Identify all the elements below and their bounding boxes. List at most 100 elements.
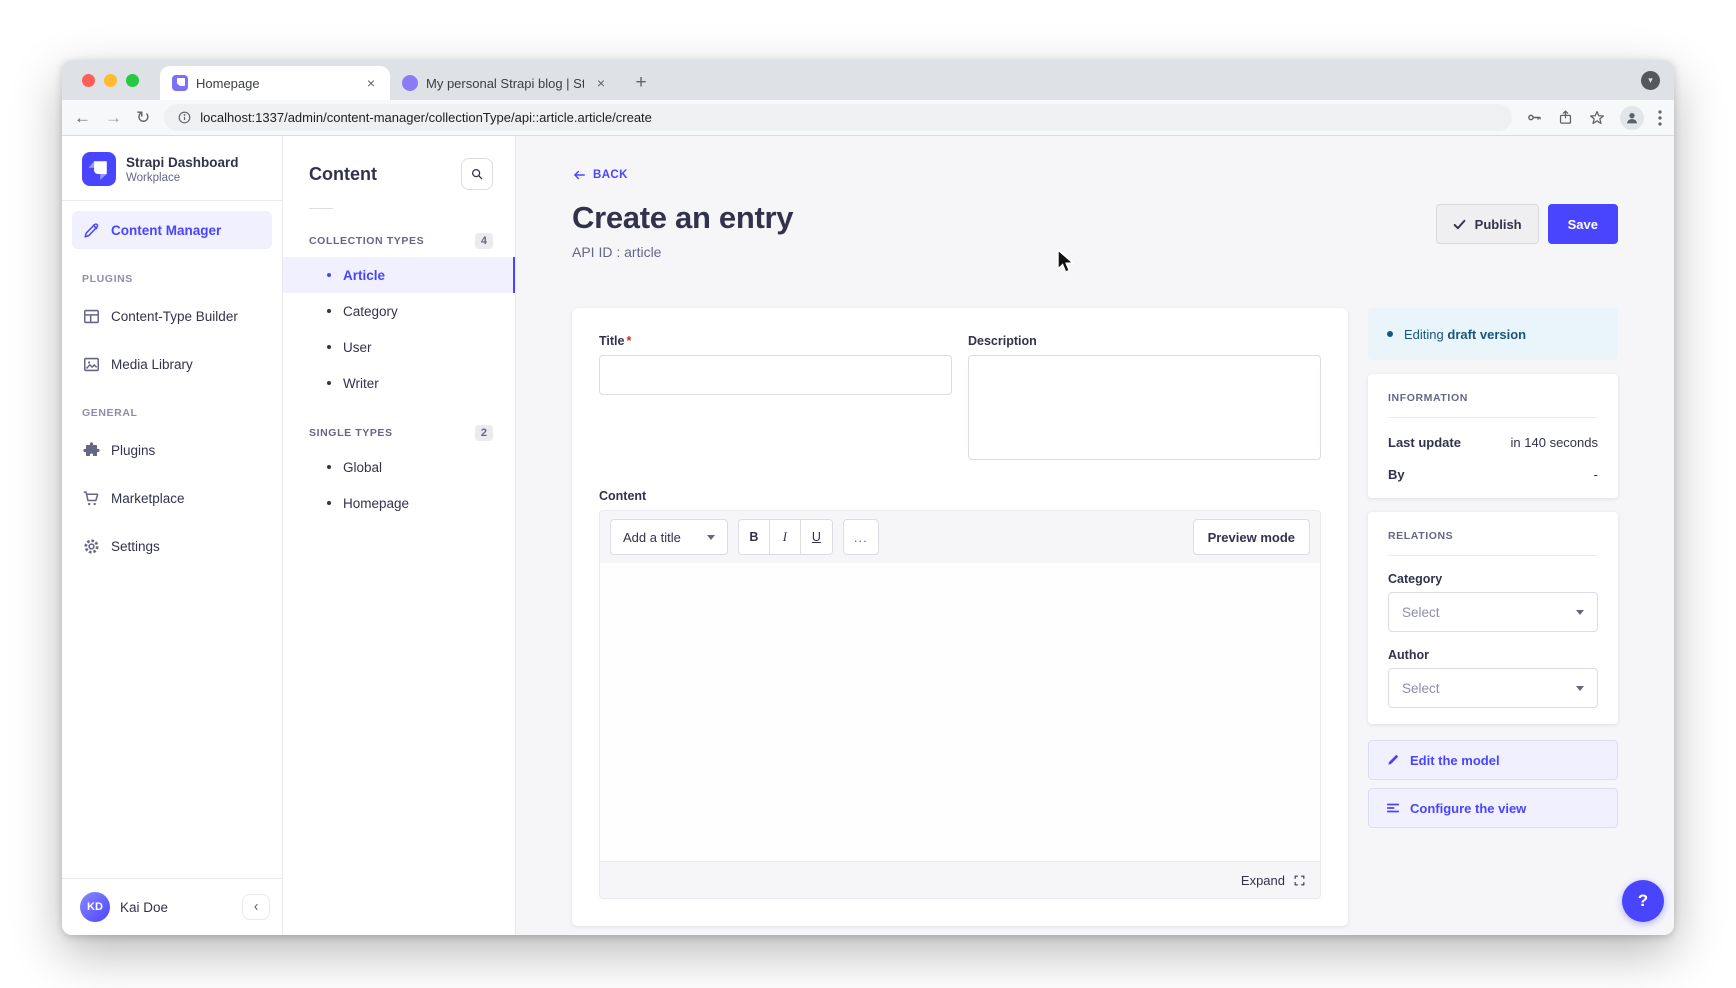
layout-icon [84,309,99,323]
editor-toolbar: Add a title B I U ... Pre [600,511,1320,563]
profile-avatar[interactable] [1620,105,1644,130]
tab-close-icon[interactable]: × [366,75,376,91]
description-textarea[interactable] [968,355,1321,460]
api-id-subtitle: API ID : article [572,244,662,260]
subnav-item-label: Homepage [343,495,410,511]
info-value: in 140 seconds [1510,435,1598,450]
back-link[interactable]: BACK [572,169,628,181]
sidebar-item-settings[interactable]: Settings [72,527,272,565]
main-content: BACK Create an entry API ID : article Pu… [516,136,1674,935]
category-select[interactable]: Select [1388,592,1598,632]
fullscreen-window-button[interactable] [126,74,139,87]
tab-homepage[interactable]: Homepage × [160,66,390,100]
section-title: SINGLE TYPES [309,427,393,439]
workspace-brand[interactable]: Strapi Dashboard Workplace [62,136,282,201]
editor-footer: Expand [600,861,1320,898]
browser-tabstrip: Homepage × My personal Strapi blog | Str… [62,60,1674,100]
minimize-window-button[interactable] [104,74,117,87]
pencil-icon [1388,755,1398,765]
chrome-menu-icon[interactable] [1658,109,1662,126]
tab-close-icon[interactable]: × [596,75,606,91]
sidebar-section-general: GENERAL [82,407,138,419]
info-icon[interactable] [177,110,192,125]
key-icon[interactable] [1526,109,1543,126]
title-input[interactable] [599,355,952,395]
publish-label: Publish [1474,216,1522,232]
forward-nav-icon[interactable]: → [105,108,122,127]
image-icon [84,357,99,371]
subnav-item-homepage[interactable]: Homepage [283,485,515,521]
description-field-label: Description [968,334,1037,348]
search-button[interactable] [461,158,493,190]
chevron-down-icon [1576,685,1584,691]
search-icon [471,168,483,180]
content-field-label: Content [599,489,647,503]
reload-icon[interactable]: ↻ [136,108,151,127]
save-label: Save [1567,216,1598,232]
preview-mode-label: Preview mode [1207,529,1295,545]
richtext-editor: Add a title B I U ... Pre [599,510,1321,899]
sidebar-item-label: Media Library [111,356,193,372]
chevron-left-icon [254,903,258,911]
information-title: INFORMATION [1388,392,1598,418]
italic-button[interactable]: I [769,520,801,554]
url-bar[interactable]: localhost:1337/admin/content-manager/col… [164,104,1512,131]
sidebar-section-plugins: PLUGINS [82,273,133,285]
required-asterisk: * [626,334,632,348]
heading-select-value: Add a title [623,529,681,545]
preview-mode-button[interactable]: Preview mode [1192,519,1310,555]
back-label: BACK [593,169,628,181]
underline-button[interactable]: U [800,520,832,554]
back-nav-icon[interactable]: ← [74,108,91,127]
browser-window: Homepage × My personal Strapi blog | Str… [62,60,1674,935]
edit-model-button[interactable]: Edit the model [1368,740,1618,780]
tab-title: Homepage [196,75,260,91]
publish-button[interactable]: Publish [1435,204,1539,244]
tab-strapi-blog[interactable]: My personal Strapi blog | Strap × [390,66,620,100]
heading-select[interactable]: Add a title [610,519,728,555]
sidebar-item-plugins[interactable]: Plugins [72,431,272,469]
new-tab-button[interactable]: + [635,72,647,93]
author-select[interactable]: Select [1388,668,1598,708]
expand-icon[interactable] [1293,874,1306,887]
subnav-item-label: Article [343,267,386,283]
sidebar-item-media-library[interactable]: Media Library [72,345,272,383]
subnav-item-global[interactable]: Global [283,449,515,485]
format-button-group: B I U [737,519,833,555]
sidebar-item-marketplace[interactable]: Marketplace [72,479,272,517]
configure-view-button[interactable]: Configure the view [1368,788,1618,828]
strapi-app: Strapi Dashboard Workplace Content Manag… [62,136,1674,935]
tab-search-button[interactable]: ▾ [1641,71,1660,90]
subnav-item-category[interactable]: Category [283,293,515,329]
sidebar-item-content-type-builder[interactable]: Content-Type Builder [72,297,272,335]
section-title: COLLECTION TYPES [309,235,425,247]
bullet-icon [327,501,331,505]
sidebar-item-label: Settings [111,538,160,554]
sidebar-item-content-manager[interactable]: Content Manager [72,211,272,249]
bullet-icon [327,381,331,385]
help-button[interactable]: ? [1622,880,1664,922]
subnav-item-writer[interactable]: Writer [283,365,515,401]
single-types-header: SINGLE TYPES 2 [283,415,515,449]
collapse-sidebar-button[interactable] [242,894,270,920]
subnav-item-label: User [343,339,372,355]
more-options-button[interactable]: ... [842,519,879,555]
select-placeholder: Select [1402,680,1440,696]
save-button[interactable]: Save [1547,204,1618,244]
editor-textarea[interactable] [600,563,1320,861]
bookmark-star-icon[interactable] [1588,109,1606,127]
bold-button[interactable]: B [738,520,770,554]
collection-types-header: COLLECTION TYPES 4 [283,223,515,257]
subnav-item-user[interactable]: User [283,329,515,365]
person-icon [1627,112,1637,123]
count-badge: 4 [474,233,493,249]
user-avatar[interactable]: KD [80,892,110,922]
close-window-button[interactable] [82,74,95,87]
chevron-down-icon [1576,609,1584,615]
share-icon[interactable] [1557,109,1574,126]
subnav-item-article[interactable]: Article [283,257,515,293]
information-card: INFORMATION Last update in 140 seconds B… [1368,374,1618,498]
gear-icon [84,538,99,554]
draft-status-banner: Editing draft version [1368,308,1618,360]
page-title: Create an entry [572,200,794,235]
